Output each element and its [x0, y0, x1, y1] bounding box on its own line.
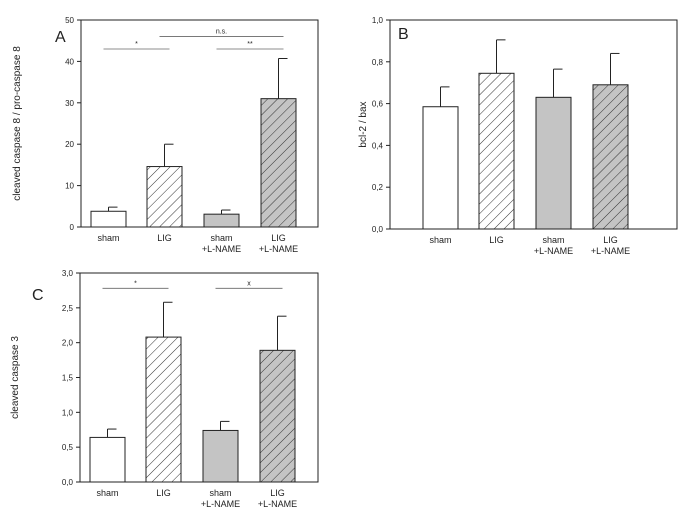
bar	[422, 106, 459, 230]
y-tick-label: 0,0	[62, 478, 74, 487]
category-label: sham	[429, 235, 451, 245]
bar	[202, 429, 239, 483]
category-label: sham	[97, 233, 119, 243]
y-tick-label: 0	[70, 223, 75, 232]
y-tick-label: 0,2	[372, 183, 384, 192]
significance-label: **	[247, 41, 253, 48]
category-label: sham	[210, 233, 232, 243]
bar	[145, 336, 182, 483]
panel-label: B	[398, 26, 409, 43]
category-label-line2: +L-NAME	[591, 246, 630, 256]
y-tick-label: 0,8	[372, 58, 384, 67]
category-label: sham	[209, 488, 231, 498]
category-label-line2: +L-NAME	[202, 244, 241, 254]
category-label-line2: +L-NAME	[258, 499, 297, 509]
y-axis-label: cleaved caspase 8 / pro-caspase 8	[12, 46, 23, 201]
category-label: sham	[542, 235, 564, 245]
y-tick-label: 30	[65, 99, 74, 108]
plot-frame	[80, 19, 319, 228]
bar	[592, 84, 629, 230]
plot-frame	[389, 19, 678, 230]
y-tick-label: 0,5	[62, 443, 74, 452]
bar	[259, 349, 296, 483]
y-tick-label: 3,0	[62, 269, 74, 278]
y-axis-label: bcl-2 / bax	[358, 101, 369, 147]
y-tick-label: 2,5	[62, 304, 74, 313]
category-label-line2: +L-NAME	[201, 499, 240, 509]
y-tick-label: 0,0	[372, 225, 384, 234]
y-tick-label: 0,6	[372, 100, 384, 109]
category-label: LIG	[156, 488, 171, 498]
y-tick-label: 2,0	[62, 339, 74, 348]
significance-label: *	[135, 41, 138, 48]
y-tick-label: 20	[65, 140, 74, 149]
y-axis-label: cleaved caspase 3	[10, 336, 21, 419]
category-label-line2: +L-NAME	[534, 246, 573, 256]
y-tick-label: 1,0	[372, 16, 384, 25]
y-tick-label: 40	[65, 57, 74, 66]
bar	[260, 98, 297, 228]
bar	[89, 436, 126, 483]
panel-label: A	[55, 29, 66, 46]
bar	[90, 210, 127, 228]
bar	[478, 72, 515, 230]
y-tick-label: 10	[65, 182, 74, 191]
category-label: LIG	[489, 235, 504, 245]
y-tick-label: 0,4	[372, 141, 384, 150]
significance-label: *	[134, 280, 137, 287]
panel-c: 0,0 0,5 1,0 1,5 2,0 2,5 3,0 cleaved caspase 3 Cs…	[10, 269, 319, 509]
category-label: sham	[96, 488, 118, 498]
bar	[203, 213, 240, 228]
y-tick-label: 50	[65, 16, 74, 25]
y-tick-label: 1,0	[62, 408, 74, 417]
category-label: LIG	[270, 488, 285, 498]
category-label: LIG	[603, 235, 618, 245]
significance-label: x	[247, 280, 251, 287]
significance-label: n.s.	[216, 29, 227, 36]
bar	[535, 96, 572, 230]
panel-a: 0 10 20 30 40 50 cleaved caspase 8 / pro-caspa…	[12, 16, 319, 254]
category-label-line2: +L-NAME	[259, 244, 298, 254]
bar	[146, 166, 183, 228]
category-label: LIG	[157, 233, 172, 243]
y-tick-label: 1,5	[62, 374, 74, 383]
category-label: LIG	[271, 233, 286, 243]
panel-label: C	[32, 287, 44, 304]
